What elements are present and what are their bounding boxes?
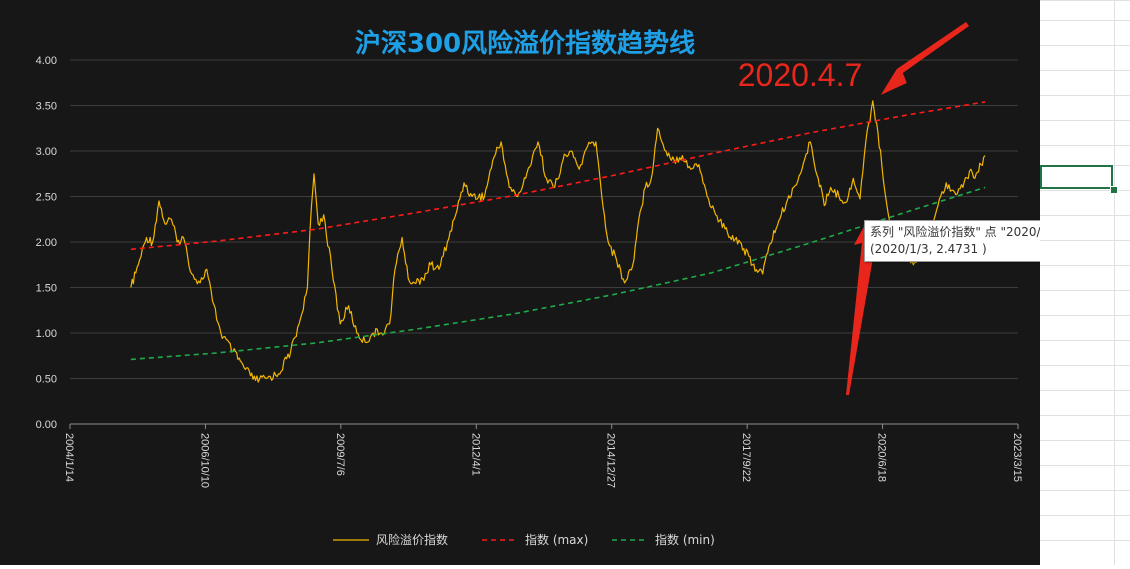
x-tick-label: 2004/1/14	[63, 433, 75, 482]
chart-area[interactable]: 0.00 0.50 1.00 1.50 2.00 2.50 3.00 3.50 4.00 2004…	[0, 0, 1114, 565]
x-tick-label: 2014/12/27	[605, 433, 617, 488]
y-tick-label: 4.00	[36, 55, 57, 67]
x-tick-label: 2023/3/15	[1011, 433, 1023, 482]
series-layer[interactable]	[130, 100, 986, 383]
x-tick-label: 2009/7/6	[334, 433, 346, 476]
trendline-min[interactable]	[130, 186, 986, 361]
y-tick-label: 1.50	[36, 283, 57, 295]
y-tick-label: 2.50	[36, 192, 57, 204]
fill-handle[interactable]	[1110, 186, 1118, 194]
legend-label: 风险溢价指数	[376, 532, 448, 547]
x-tick-label: 2012/4/1	[469, 433, 481, 476]
y-tick-label: 3.50	[36, 101, 57, 113]
series-line-risk-premium[interactable]	[130, 100, 986, 383]
x-tick-label: 2017/9/22	[740, 433, 752, 482]
spreadsheet-grid[interactable]	[1040, 0, 1130, 565]
legend[interactable]: 风险溢价指数 指数 (max) 指数 (min)	[333, 532, 715, 547]
tooltip-series-line: 系列 "风险溢价指数" 点 "2020/1/3"	[870, 225, 1066, 239]
peak-arrow	[880, 22, 969, 95]
chart-svg[interactable]: 0.00 0.50 1.00 1.50 2.00 2.50 3.00 3.50 4.00 2004…	[0, 0, 1040, 565]
y-tick-label: 0.50	[36, 374, 57, 386]
annotations: 2020.4.7	[738, 22, 969, 395]
chart-title: 沪深300风险溢价指数趋势线	[355, 28, 695, 59]
gridlines	[70, 59, 1018, 425]
peak-date-annotation: 2020.4.7	[738, 57, 863, 93]
x-tick-label: 2006/10/10	[198, 433, 210, 488]
trendline-max[interactable]	[130, 101, 986, 251]
y-tick-label: 1.00	[36, 328, 57, 340]
legend-label: 指数 (min)	[655, 532, 715, 547]
y-tick-label: 0.00	[36, 419, 57, 431]
x-tick-label: 2020/6/18	[876, 433, 888, 482]
axes: 0.00 0.50 1.00 1.50 2.00 2.50 3.00 3.50 4.00 2004…	[36, 55, 1023, 488]
tooltip-value-line: (2020/1/3, 2.4731 )	[870, 242, 987, 256]
tooltip-arrow	[846, 218, 876, 395]
y-tick-label: 3.00	[36, 146, 57, 158]
spreadsheet-gridlines	[1040, 0, 1130, 565]
legend-label: 指数 (max)	[525, 532, 588, 547]
selected-cell[interactable]	[1040, 165, 1113, 189]
y-tick-label: 2.00	[36, 237, 57, 249]
